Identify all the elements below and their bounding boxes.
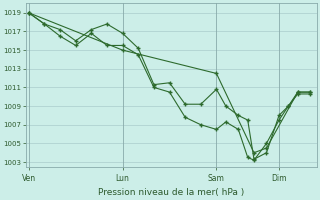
X-axis label: Pression niveau de la mer( hPa ): Pression niveau de la mer( hPa ) [98,188,244,197]
